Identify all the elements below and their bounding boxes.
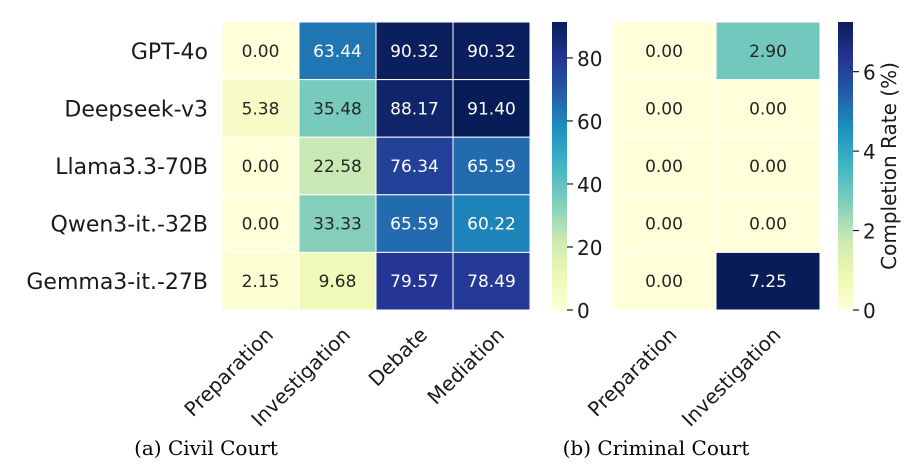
criminal-court-caption: (b) Criminal Court (563, 436, 750, 460)
civil-colorbar: 0 20 40 60 80 (552, 22, 602, 323)
criminal-colorbar-tick-label: 2 (863, 220, 876, 244)
civil-cell-value: 9.68 (319, 272, 357, 292)
civil-court-panel: 0.00 63.44 90.32 90.32 5.38 35.48 88.17 91.40 0.… (26, 21, 602, 460)
criminal-colorbar: 0 2 4 6 Completion Rate (%) (838, 22, 901, 323)
civil-cell-value: 0.00 (242, 157, 280, 177)
civil-cell-value: 90.32 (467, 42, 516, 62)
civil-cell (298, 194, 377, 253)
criminal-cell-value: 0.00 (749, 99, 787, 119)
civil-cell-value: 33.33 (313, 215, 362, 235)
criminal-column-label: Preparation (583, 323, 682, 422)
model-row-label: Deepseek-v3 (64, 97, 208, 122)
criminal-cell (611, 21, 717, 81)
civil-cell (452, 136, 531, 196)
civil-cell-value: 22.58 (313, 157, 362, 177)
civil-cell-value: 35.48 (313, 99, 362, 119)
civil-column-label: Mediation (422, 323, 509, 410)
civil-heatmap-cells: 0.00 63.44 90.32 90.32 5.38 35.48 88.17 91.40 0.… (221, 21, 531, 311)
civil-cell-value: 0.00 (242, 215, 280, 235)
civil-colorbar-gradient (552, 22, 567, 310)
civil-cell-value: 78.49 (467, 272, 516, 292)
civil-cell (298, 251, 377, 311)
civil-colorbar-tick-label: 0 (577, 299, 590, 323)
model-row-label: Llama3.3-70B (55, 155, 208, 180)
civil-cell-value: 88.17 (390, 99, 439, 119)
criminal-cell-value: 0.00 (645, 157, 683, 177)
civil-cell-value: 79.57 (390, 272, 439, 292)
civil-cell (298, 136, 377, 196)
criminal-cell-value: 0.00 (749, 215, 787, 235)
civil-court-caption: (a) Civil Court (134, 436, 278, 460)
criminal-colorbar-gradient (838, 22, 853, 310)
civil-colorbar-tick-label: 80 (577, 47, 602, 71)
civil-row-labels: GPT-4o Deepseek-v3 Llama3.3-70B Qwen3-it.-3… (26, 40, 208, 295)
criminal-cell (611, 79, 717, 138)
civil-colorbar-ticks: 0 20 40 60 80 (567, 47, 602, 323)
criminal-heatmap-cells: 0.00 2.90 0.00 0.00 0.00 0.00 0.00 0.00 0.00 7.25 (611, 21, 821, 311)
criminal-cell-value: 7.25 (749, 272, 787, 292)
criminal-cell-value: 0.00 (645, 215, 683, 235)
criminal-colorbar-tick-label: 4 (863, 140, 876, 164)
civil-cell (375, 21, 454, 81)
criminal-cell-value: 0.00 (749, 157, 787, 177)
criminal-cell (715, 21, 821, 81)
criminal-cell-value: 0.00 (645, 42, 683, 62)
civil-cell (298, 79, 377, 138)
civil-cell-value: 65.59 (390, 215, 439, 235)
criminal-colorbar-label: Completion Rate (%) (877, 62, 901, 270)
criminal-colorbar-tick-label: 6 (863, 61, 876, 85)
civil-cell (452, 194, 531, 253)
criminal-cell (611, 194, 717, 253)
civil-cell (221, 251, 300, 311)
model-row-label: GPT-4o (131, 40, 208, 65)
civil-cell (452, 79, 531, 138)
civil-cell-value: 91.40 (467, 99, 516, 119)
criminal-cell (715, 251, 821, 311)
civil-cell-value: 2.15 (242, 272, 280, 292)
model-row-label: Gemma3-it.-27B (26, 270, 208, 295)
civil-cell-value: 76.34 (390, 157, 439, 177)
model-row-label: Qwen3-it.-32B (51, 213, 208, 238)
criminal-cell (715, 79, 821, 138)
criminal-cell (611, 251, 717, 311)
civil-cell-value: 65.59 (467, 157, 516, 177)
civil-cell-value: 60.22 (467, 215, 516, 235)
criminal-cell (715, 194, 821, 253)
criminal-colorbar-ticks: 0 2 4 6 (853, 61, 876, 323)
criminal-court-panel: 0.00 2.90 0.00 0.00 0.00 0.00 0.00 0.00 0.00 7.25… (563, 21, 901, 460)
civil-colorbar-tick-label: 40 (577, 173, 602, 197)
criminal-cell-value: 2.90 (749, 42, 787, 62)
civil-cell-value: 63.44 (313, 42, 362, 62)
civil-cell-value: 5.38 (242, 99, 280, 119)
civil-colorbar-tick-label: 60 (577, 110, 602, 134)
criminal-cell-value: 0.00 (645, 99, 683, 119)
civil-cell (298, 21, 377, 81)
civil-cell-value: 90.32 (390, 42, 439, 62)
civil-cell-value: 0.00 (242, 42, 280, 62)
criminal-column-label: Investigation (677, 323, 786, 432)
civil-cell (221, 21, 300, 81)
civil-cell (375, 251, 454, 311)
civil-cell (452, 21, 531, 81)
civil-colorbar-tick-label: 20 (577, 236, 602, 260)
criminal-cell-value: 0.00 (645, 272, 683, 292)
civil-cell (452, 251, 531, 311)
civil-column-label: Debate (364, 323, 432, 391)
criminal-colorbar-tick-label: 0 (863, 299, 876, 323)
